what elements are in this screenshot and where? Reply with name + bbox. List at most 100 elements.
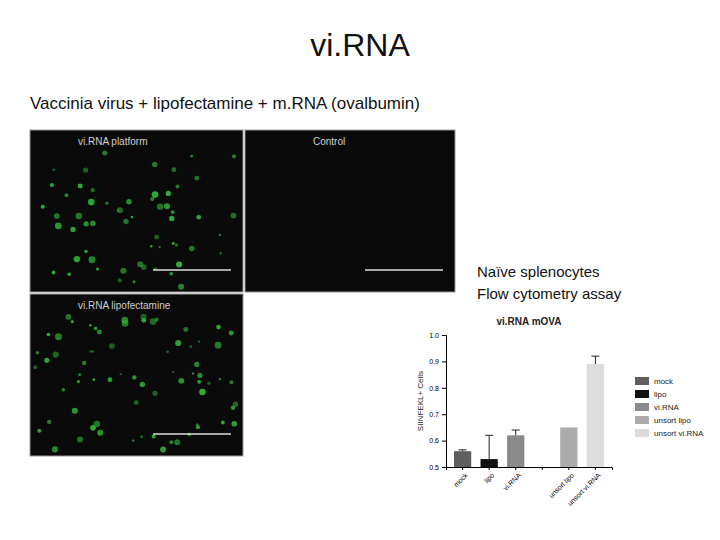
y-tick: 0.9 <box>429 358 446 365</box>
cell-signal <box>160 447 166 453</box>
cell-signal <box>93 378 96 381</box>
slide-subtitle: Vaccinia virus + lipofectamine + m.RNA (… <box>30 94 420 113</box>
cell-signal <box>231 213 237 219</box>
error-bar-cap <box>591 356 599 357</box>
cell-signal <box>65 193 69 197</box>
cell-signal <box>220 252 222 254</box>
cell-signal <box>47 420 51 424</box>
cell-signal <box>171 210 175 214</box>
cell-signal <box>117 209 119 211</box>
bar <box>454 451 471 467</box>
legend: mocklipovi.RNAunsort lipounsort vi.RNA <box>635 377 704 438</box>
cell-signal <box>198 341 200 343</box>
y-tick-mark <box>442 467 446 468</box>
cell-signal <box>133 280 136 283</box>
cell-signal <box>140 435 143 438</box>
cell-signal <box>232 154 236 158</box>
cell-signal <box>150 245 152 247</box>
cell-signal <box>66 314 72 320</box>
cell-signal <box>183 327 188 332</box>
cell-signal <box>109 343 115 349</box>
cell-signal <box>77 380 80 383</box>
cell-signal <box>89 324 92 327</box>
cell-signal <box>159 246 161 248</box>
cell-signal <box>97 329 102 334</box>
cell-signal <box>52 271 56 275</box>
panel-label: vi.RNA lipofectamine <box>78 300 171 311</box>
legend-swatch <box>635 416 649 424</box>
cell-signal <box>132 439 134 441</box>
y-tick-mark <box>442 361 446 362</box>
cell-signal <box>157 203 163 209</box>
cell-signal <box>70 227 75 232</box>
cell-signal <box>175 243 178 246</box>
cell-signal <box>169 272 173 276</box>
x-tick: unsort vi.RNA <box>566 467 602 507</box>
y-tick-mark <box>442 335 446 336</box>
cell-signal <box>71 320 74 323</box>
cell-signal <box>117 207 123 213</box>
error-bar <box>512 430 520 435</box>
cell-signal <box>196 425 200 429</box>
cell-signal <box>189 345 192 348</box>
cell-signal <box>171 167 176 172</box>
cell-signal <box>92 350 94 352</box>
cell-signal <box>78 373 81 376</box>
slide: vi.RNA Vaccinia virus + lipofectamine + m… <box>0 0 720 540</box>
cell-signal <box>194 362 199 367</box>
y-tick-mark <box>442 388 446 389</box>
cell-signal <box>152 434 156 438</box>
cell-signal <box>88 256 95 263</box>
legend-label: unsort vi.RNA <box>654 429 704 438</box>
x-tick: mock <box>452 467 469 488</box>
legend-label: lipo <box>654 390 667 399</box>
cell-signal <box>197 373 202 378</box>
x-tick-label: vi.RNA <box>502 471 523 492</box>
cell-signal <box>207 381 211 385</box>
cell-signal <box>67 272 70 275</box>
bar <box>507 435 524 467</box>
cell-signal <box>76 213 83 220</box>
cell-signal <box>152 391 157 396</box>
y-axis: 0.50.60.70.80.91.0 <box>429 332 446 471</box>
y-tick-label: 0.7 <box>429 411 439 418</box>
cell-signal <box>96 267 99 270</box>
error-bar-stem <box>489 435 490 459</box>
x-tick: vi.RNA <box>502 467 523 492</box>
x-axis: mocklipovi.RNAunsort lipounsort vi.RNA <box>447 467 613 507</box>
cell-signal <box>197 380 201 384</box>
bar <box>481 459 498 467</box>
x-tick-mark <box>489 467 490 470</box>
y-tick-mark <box>442 441 446 442</box>
cell-signal <box>140 382 146 388</box>
y-tick: 0.8 <box>429 385 446 392</box>
cell-signal <box>192 372 194 374</box>
cell-signal <box>108 377 113 382</box>
note: Naïve splenocytes <box>477 263 600 280</box>
error-bar-cap <box>512 430 520 431</box>
cell-signal <box>229 380 233 384</box>
error-bar-stem <box>595 356 596 364</box>
cell-signal <box>169 440 173 444</box>
cell-signal <box>97 430 103 436</box>
cell-signal <box>215 342 222 349</box>
panel-background <box>30 130 243 292</box>
x-tick: unsort lipo <box>547 467 576 500</box>
cell-signal <box>36 351 40 355</box>
cell-signal <box>44 358 49 363</box>
cell-signal <box>83 167 88 172</box>
legend-label: unsort lipo <box>654 416 691 425</box>
cell-signal <box>233 401 238 406</box>
cell-signal <box>137 261 143 267</box>
cell-signal <box>52 446 58 452</box>
bar <box>587 364 604 467</box>
error-bar <box>485 435 493 459</box>
cell-signal <box>50 183 54 187</box>
cell-signal <box>105 202 108 205</box>
x-tick-mark <box>568 467 569 470</box>
cell-signal <box>189 246 195 252</box>
cell-signal <box>164 203 170 209</box>
cell-signal <box>199 389 206 396</box>
cell-signal <box>152 162 157 167</box>
x-tick-mark <box>515 467 516 470</box>
